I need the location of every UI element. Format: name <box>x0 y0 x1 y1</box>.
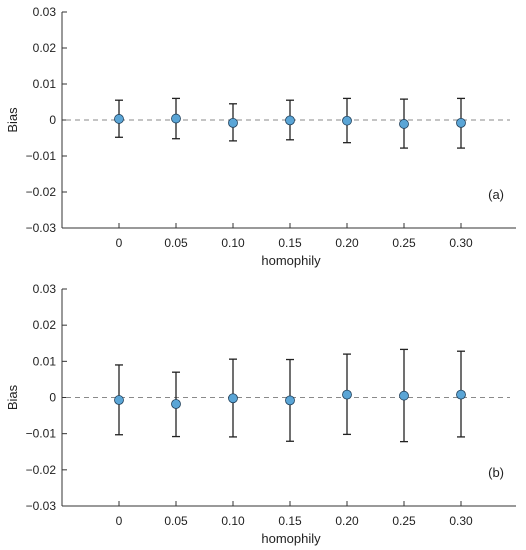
chart-panel-b: 0.03 0.02 0.01 0 −0.01 −0.02 −0.03 0 0.05 0.10 0.1… <box>5 282 516 546</box>
y-tick-label: 0.02 <box>33 318 57 332</box>
x-tick-label: 0.20 <box>335 514 359 528</box>
panel-label: (b) <box>488 465 504 480</box>
data-point <box>399 390 409 401</box>
data-point <box>114 395 124 405</box>
y-tick-label: 0 <box>49 113 56 127</box>
x-tick-label: 0.10 <box>221 514 245 528</box>
x-tick-label: 0.10 <box>221 236 245 250</box>
data-point <box>456 117 466 128</box>
y-tick-label: −0.01 <box>26 149 57 163</box>
x-tick-label: 0.15 <box>278 514 302 528</box>
y-tick-label: −0.03 <box>26 221 57 235</box>
y-tick-label: 0 <box>49 391 56 405</box>
y-tick-label: −0.02 <box>26 463 57 477</box>
x-tick-label: 0.20 <box>335 236 359 250</box>
y-tick-label: −0.01 <box>26 427 57 441</box>
x-tick-label: 0.25 <box>392 236 416 250</box>
y-axis-title: Bias <box>5 384 20 410</box>
y-tick-label: 0.01 <box>33 77 57 91</box>
data-point <box>342 389 352 400</box>
x-tick-label: 0.30 <box>449 236 473 250</box>
x-tick-label: 0.05 <box>164 514 188 528</box>
data-point <box>285 115 295 126</box>
y-tick-label: −0.02 <box>26 185 57 199</box>
data-point <box>399 119 409 129</box>
data-point <box>228 117 238 128</box>
x-tick-label: 0 <box>116 236 123 250</box>
data-point <box>342 115 352 126</box>
data-point <box>114 114 124 124</box>
x-tick-label: 0.05 <box>164 236 188 250</box>
y-axis-title: Bias <box>5 107 20 133</box>
data-point <box>456 389 466 400</box>
y-tick-label: 0.03 <box>33 282 57 296</box>
y-tick-label: 0.03 <box>33 5 57 19</box>
x-tick-label: 0.15 <box>278 236 302 250</box>
x-tick-label: 0.25 <box>392 514 416 528</box>
data-point <box>171 399 181 409</box>
data-point <box>228 393 238 404</box>
data-point <box>171 113 181 124</box>
data-point <box>285 395 295 406</box>
chart-panel-a: 0.03 0.02 0.01 0 −0.01 −0.02 −0.03 0 0.05 0.10 0.1… <box>5 5 516 268</box>
panel-label: (a) <box>488 187 504 202</box>
x-axis-title: homophily <box>261 253 321 268</box>
x-tick-label: 0 <box>116 514 123 528</box>
x-tick-label: 0.30 <box>449 514 473 528</box>
x-axis-title: homophily <box>261 531 321 546</box>
y-tick-label: 0.02 <box>33 41 57 55</box>
y-tick-label: 0.01 <box>33 354 57 368</box>
y-tick-label: −0.03 <box>26 499 57 513</box>
